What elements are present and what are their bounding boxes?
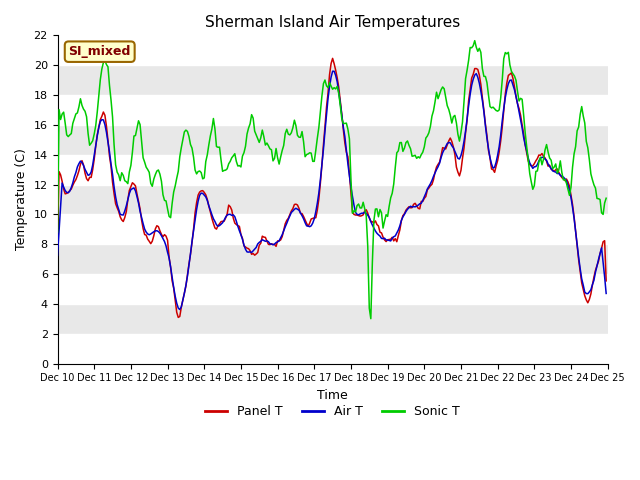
X-axis label: Time: Time <box>317 389 348 402</box>
Y-axis label: Temperature (C): Temperature (C) <box>15 149 28 251</box>
Bar <box>58 334 608 364</box>
Bar <box>58 155 608 185</box>
Bar <box>58 304 608 334</box>
Legend: Panel T, Air T, Sonic T: Panel T, Air T, Sonic T <box>200 400 465 423</box>
Bar <box>58 274 608 304</box>
Text: SI_mixed: SI_mixed <box>68 45 131 58</box>
Title: Sherman Island Air Temperatures: Sherman Island Air Temperatures <box>205 15 460 30</box>
Bar <box>58 65 608 95</box>
Bar <box>58 244 608 274</box>
Bar <box>58 36 608 65</box>
Bar <box>58 215 608 244</box>
Bar <box>58 95 608 125</box>
Bar <box>58 125 608 155</box>
Bar <box>58 185 608 215</box>
